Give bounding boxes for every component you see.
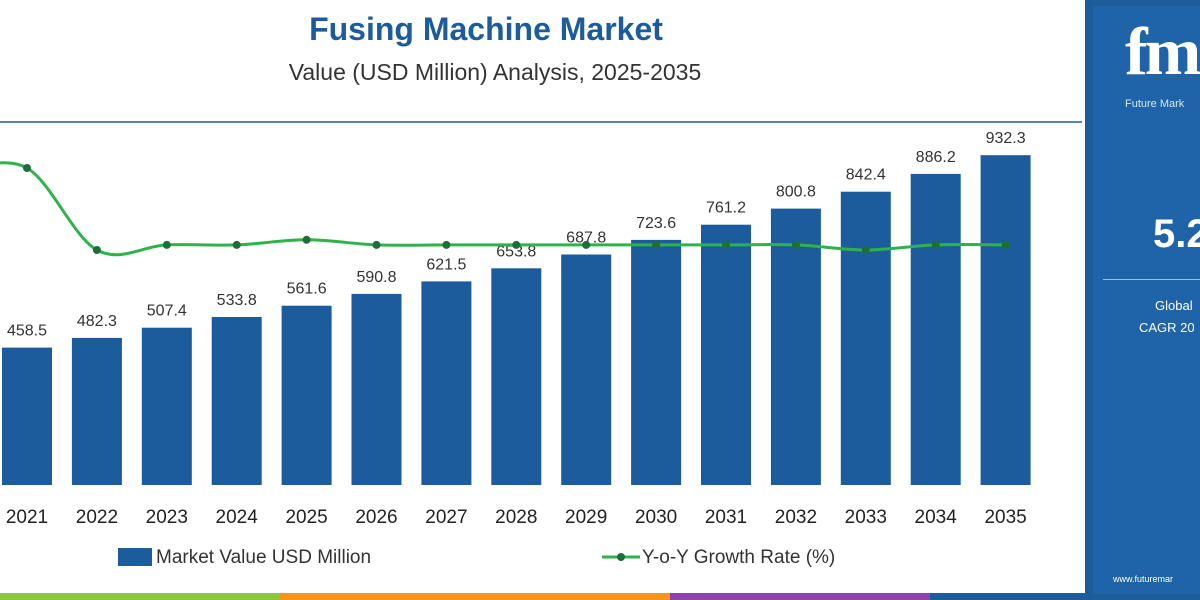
chart-subtitle: Value (USD Million) Analysis, 2025-2035: [289, 59, 702, 85]
chart-title: Fusing Machine Market: [309, 11, 663, 47]
bar-2027: [421, 281, 472, 485]
bar-2030: [631, 239, 682, 485]
bar-2033: [840, 191, 891, 485]
cagr-label: CAGR 20: [1139, 320, 1195, 335]
panel-divider: [1103, 279, 1200, 280]
growth-point-2023: [162, 240, 171, 249]
growth-point-2026: [372, 240, 381, 249]
side-panel: fmi Future Mark 5.2 Global CAGR 20 www.f…: [1085, 0, 1200, 600]
chart-area: Fusing Machine Market Value (USD Million…: [0, 11, 1085, 600]
bar-value-label: 842.4: [846, 167, 886, 184]
bar-value-label: 458.5: [7, 323, 47, 340]
bar-group: [2, 155, 1031, 485]
legend: Market Value USD Million Y-o-Y Growth Ra…: [118, 547, 835, 568]
bar-value-label: 507.4: [147, 303, 187, 320]
x-tick-label: 2021: [6, 507, 48, 528]
bar-value-label: 932.3: [986, 130, 1026, 147]
growth-point-2035: [1001, 240, 1010, 249]
x-tick-label: 2022: [76, 507, 118, 528]
x-tick-label: 2030: [635, 507, 677, 528]
bar-2022: [71, 337, 122, 485]
bar-value-label: 533.8: [217, 292, 257, 309]
x-tick-label: 2031: [705, 507, 747, 528]
growth-line: [0, 161, 1006, 257]
x-tick-label: 2026: [355, 507, 397, 528]
bar-2025: [281, 305, 332, 485]
x-tick-label: 2024: [216, 507, 259, 528]
growth-point-2028: [512, 240, 521, 249]
company-logo: fmi: [1125, 13, 1200, 89]
bar-2031: [701, 224, 751, 485]
bar-value-label: 653.8: [496, 243, 536, 260]
legend-line-marker: [617, 553, 625, 561]
legend-line-label: Y-o-Y Growth Rate (%): [642, 547, 835, 568]
bar-value-label: 886.2: [916, 149, 956, 166]
growth-point-2034: [931, 240, 940, 249]
growth-point-2021: [23, 164, 31, 172]
x-tick-group: 2021 2022 2023 2024 2025 2026 2027 2028 2029 2030…: [6, 507, 1027, 528]
x-tick-label: 2032: [775, 507, 817, 528]
bar-value-label: 800.8: [776, 184, 816, 201]
growth-point-2024: [232, 240, 241, 249]
bar-value-label: 482.3: [77, 313, 117, 330]
x-tick-label: 2027: [425, 507, 467, 528]
bar-2024: [211, 317, 262, 485]
growth-point-2022: [92, 246, 101, 254]
bar-2034: [910, 173, 961, 485]
cagr-value: 5.2: [1153, 212, 1200, 256]
x-tick-label: 2035: [984, 507, 1026, 528]
x-tick-label: 2025: [285, 507, 327, 528]
growth-point-2029: [582, 240, 591, 249]
bar-2021: [2, 347, 52, 485]
bar-2026: [351, 293, 402, 485]
x-tick-label: 2034: [915, 507, 958, 528]
website-url[interactable]: www.futuremar: [1113, 574, 1174, 584]
growth-point-2032: [791, 240, 800, 249]
x-tick-label: 2023: [146, 507, 188, 528]
x-tick-label: 2028: [495, 507, 537, 528]
legend-bar-label: Market Value USD Million: [156, 547, 371, 568]
bar-value-label: 723.6: [636, 215, 676, 232]
growth-point-2031: [722, 240, 730, 249]
bar-2023: [141, 327, 192, 485]
bar-2029: [561, 254, 612, 485]
brand-name: Future Mark: [1125, 98, 1185, 110]
growth-point-2033: [861, 246, 870, 254]
bar-value-label: 761.2: [706, 200, 746, 217]
legend-bar-swatch: [118, 548, 152, 566]
bar-value-label: 621.5: [426, 256, 466, 273]
growth-line-group: [0, 161, 1010, 257]
bar-value-label: 687.8: [566, 230, 606, 247]
growth-point-2030: [652, 240, 661, 249]
bottom-stripe: [0, 593, 1085, 600]
global-label: Global: [1155, 298, 1193, 313]
bar-label-group: 458.5 482.3 507.4 533.8 561.6 590.8 621.5 653.8…: [7, 130, 1026, 339]
x-tick-label: 2033: [845, 507, 887, 528]
bar-value-label: 561.6: [287, 281, 327, 298]
x-tick-label: 2029: [565, 507, 607, 528]
bar-2035: [980, 155, 1031, 485]
growth-point-2025: [302, 235, 311, 244]
bar-2032: [770, 208, 821, 485]
bar-value-label: 590.8: [356, 269, 396, 286]
side-panel-inner: fmi Future Mark 5.2 Global CAGR 20 www.f…: [1093, 6, 1200, 594]
growth-point-2027: [442, 240, 451, 249]
bar-2028: [491, 268, 542, 485]
